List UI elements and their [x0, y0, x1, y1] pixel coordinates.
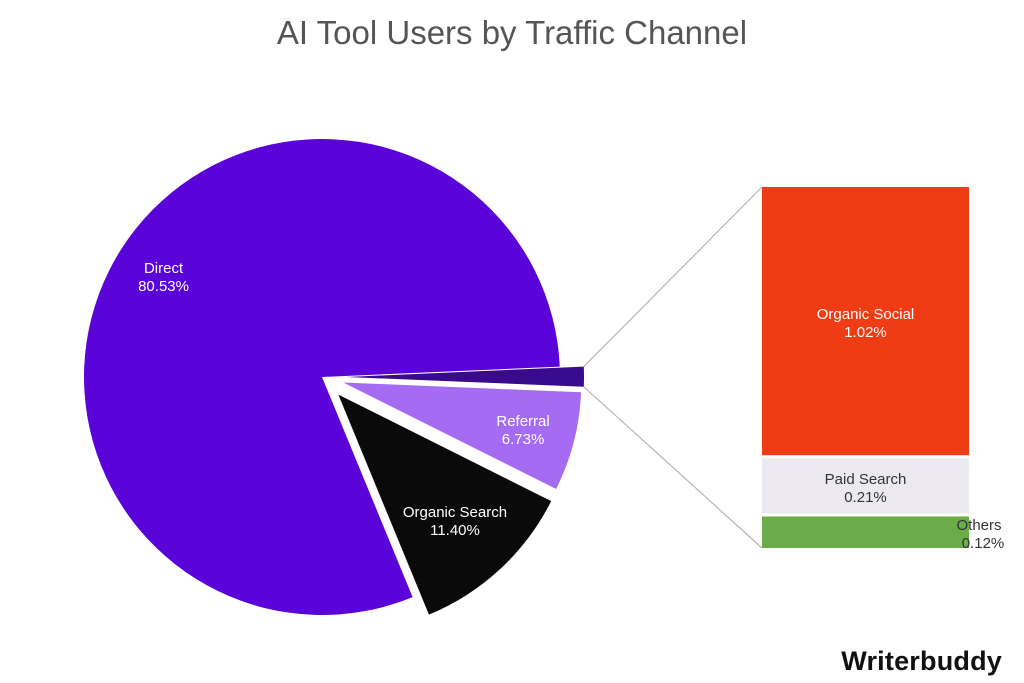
segment-label: Organic Social: [817, 306, 915, 323]
segment-value: 1.02%: [844, 324, 887, 341]
breakdown-bar: [762, 187, 969, 548]
slice-value: 80.53%: [138, 278, 189, 295]
bar-segment-paid-search: [762, 458, 969, 514]
connector-line-bottom: [583, 386, 763, 549]
segment-value: 0.21%: [844, 489, 887, 506]
pie-slice-direct: [84, 138, 560, 615]
slice-value: 11.40%: [430, 522, 480, 539]
pie-slice-organic-search: [338, 394, 552, 615]
connector-line-top: [583, 186, 763, 368]
pie-slice-referral: [343, 382, 582, 490]
pie-slices: [84, 138, 584, 615]
connector-lines: [583, 186, 763, 549]
segment-label: Paid Search: [825, 471, 907, 488]
writerbuddy-logo: Writerbuddy: [841, 646, 1002, 676]
slice-label: Organic Search: [403, 504, 507, 521]
chart-title: AI Tool Users by Traffic Channel: [276, 14, 748, 51]
pie-slice-others-grouped: [345, 366, 584, 387]
slice-label: Direct: [144, 260, 184, 277]
slice-value: 6.73%: [502, 431, 545, 448]
bar-segment-others: [762, 516, 969, 548]
bar-segment-organic-social: [762, 187, 969, 456]
slice-label: Referral: [496, 413, 549, 430]
segment-label: Others: [956, 517, 1001, 534]
segment-value: 0.12%: [962, 535, 1005, 552]
